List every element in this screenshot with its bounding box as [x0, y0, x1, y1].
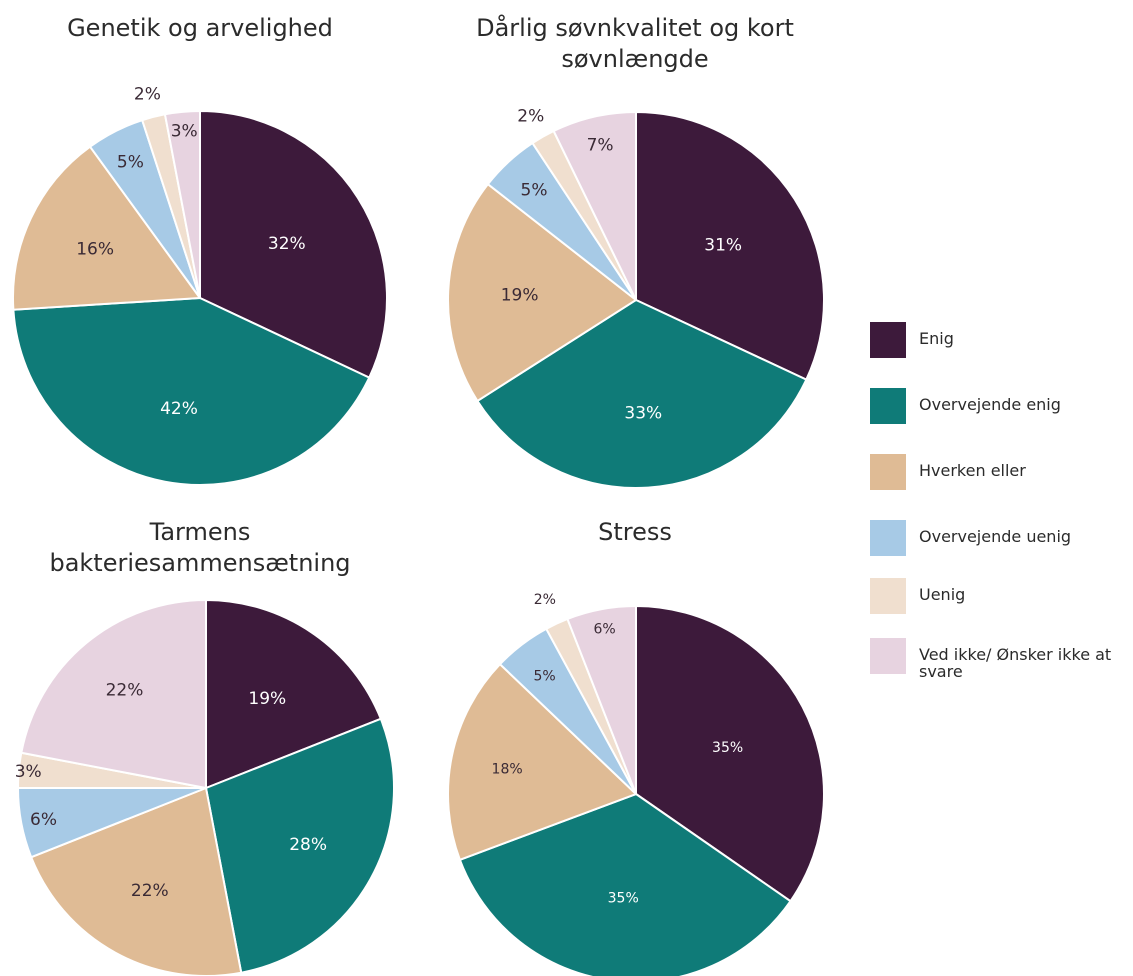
legend-label: Hverken eller	[919, 461, 1026, 480]
pie-slice-ved-ikke-ønsker-ikke-at-svare	[163, 109, 201, 299]
pie-value-label: 33%	[624, 404, 662, 424]
legend-swatch	[870, 578, 906, 614]
pie-value-label: 31%	[704, 236, 742, 256]
pie-value-label: 2%	[534, 592, 556, 608]
pie-value-label: 16%	[76, 240, 114, 260]
chart-title-sovn: Dårlig søvnkvalitet og kort søvnlængde	[476, 14, 794, 73]
pie-chart-1: 31% 33% 19% 5% 2% 7%	[447, 107, 825, 489]
legend-swatch	[870, 520, 906, 556]
legend-item-hverken-eller: Hverken eller	[870, 454, 1119, 490]
pie-slice-overvejende-enig	[476, 298, 808, 489]
legend-swatch	[870, 388, 906, 424]
pie-slice-hverken-eller	[12, 145, 202, 311]
pie-value-label: 6%	[30, 810, 57, 830]
legend-swatch	[870, 638, 906, 674]
pie-value-label: 35%	[712, 740, 743, 756]
legend-label: Overvejende uenig	[919, 527, 1072, 546]
pie-slice-ved-ikke-ønsker-ikke-at-svare	[566, 604, 637, 795]
legend-item-overvejende-uenig: Overvejende uenig	[870, 520, 1119, 556]
pie-value-label: 5%	[521, 180, 548, 200]
legend-label: Overvejende enig	[919, 395, 1061, 414]
pie-value-label: 2%	[134, 84, 161, 104]
pie-slice-hverken-eller	[447, 662, 638, 862]
pie-chart-2: 19% 28% 22% 6% 3% 22%	[15, 598, 395, 976]
pie-value-label: 6%	[593, 622, 615, 638]
pie-value-label: 35%	[608, 891, 639, 907]
pie-slice-overvejende-enig	[204, 717, 395, 974]
pie-value-label: 5%	[117, 152, 144, 172]
legend-swatch	[870, 322, 906, 358]
pie-slice-ved-ikke-ønsker-ikke-at-svare	[20, 598, 207, 790]
pie-value-label: 5%	[533, 669, 555, 685]
legend-swatch	[870, 454, 906, 490]
pie-value-label: 19%	[501, 285, 539, 305]
pie-value-label: 3%	[171, 121, 198, 141]
pie-slice-enig	[199, 109, 388, 379]
pie-slice-enig	[205, 598, 383, 790]
pie-slice-enig	[635, 110, 825, 381]
pie-slice-enig	[635, 604, 825, 903]
legend-item-uenig: Uenig	[870, 578, 1119, 614]
pie-value-label: 2%	[517, 107, 544, 127]
chart-title-stress: Stress	[598, 518, 672, 546]
legend-label: Enig	[919, 329, 954, 348]
pie-value-label: 19%	[248, 689, 286, 709]
pie-value-label: 22%	[106, 681, 144, 701]
pie-value-label: 42%	[160, 399, 198, 419]
pie-value-label: 3%	[15, 762, 42, 782]
legend-item-enig: Enig	[870, 322, 1119, 358]
pie-value-label: 32%	[268, 234, 306, 254]
pie-value-label: 18%	[492, 762, 523, 778]
pie-slice-hverken-eller	[447, 182, 638, 403]
chart-title-genetik: Genetik og arvelighed	[67, 14, 333, 42]
pie-value-label: 7%	[587, 135, 614, 155]
legend-item-overvejende-enig: Overvejende enig	[870, 388, 1119, 424]
chart-title-tarm: Tarmens bakteriesammensætning	[49, 518, 351, 577]
pie-slice-overvejende-enig	[458, 792, 792, 976]
legend-label: Uenig	[919, 585, 966, 604]
pie-chart-0: 32% 42% 16% 5% 2% 3%	[12, 84, 388, 486]
pie-slice-ved-ikke-ønsker-ikke-at-svare	[552, 110, 637, 301]
legend-label: Ved ikke/ Ønsker ikke at svare	[919, 645, 1112, 681]
legend-item-ved-ikke: Ved ikke/ Ønsker ikke at svare	[870, 638, 1119, 680]
pie-value-label: 28%	[289, 835, 327, 855]
pie-chart-3: 35% 35% 18% 5% 2% 6%	[447, 592, 825, 976]
pie-value-label: 22%	[131, 881, 169, 901]
pie-slice-overvejende-enig	[12, 296, 371, 486]
